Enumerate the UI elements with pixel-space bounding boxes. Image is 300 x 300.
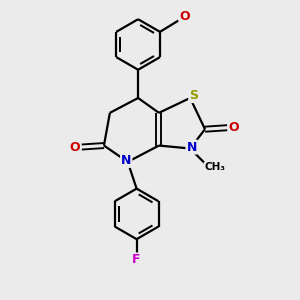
Text: S: S xyxy=(189,89,198,102)
Text: O: O xyxy=(70,140,80,154)
Text: F: F xyxy=(132,254,141,266)
Text: O: O xyxy=(229,121,239,134)
Text: N: N xyxy=(121,154,131,167)
Text: CH₃: CH₃ xyxy=(204,162,225,172)
Text: N: N xyxy=(186,140,197,154)
Text: O: O xyxy=(180,11,190,23)
